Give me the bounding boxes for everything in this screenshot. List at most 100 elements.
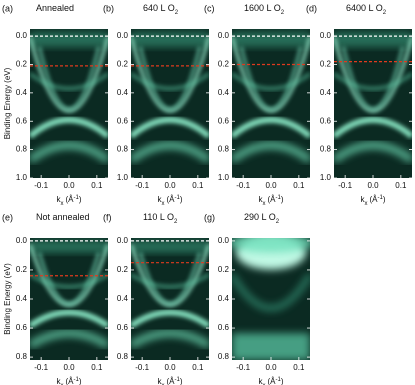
x-axis-label-part: x [60, 201, 63, 207]
band [131, 329, 209, 349]
panel-title-text: 1600 L O [244, 3, 281, 13]
y-tick-label: 0.6 [218, 116, 230, 125]
x-axis-label-part: k [360, 195, 365, 204]
x-axis-label-part: k [258, 377, 263, 385]
x-axis-label-part: (Å [65, 377, 74, 385]
panel-label: (g) [204, 212, 215, 222]
x-tick-label: 0.1 [293, 363, 305, 372]
panel: 0.0 0.2 0.4 0.6 0.8 -0.1 0.0 0.1 kx(Å-1) (g) 290 L… [204, 212, 310, 385]
y-tick-label: 0.8 [16, 352, 28, 361]
bright-region [232, 31, 310, 47]
band [30, 141, 108, 163]
x-axis-label-part: ) [79, 195, 82, 204]
panel-title: Not annealed [36, 212, 90, 222]
bright-region [131, 240, 209, 253]
spectrum-image [131, 238, 209, 360]
panel-title-subscript: 2 [383, 10, 387, 16]
x-axis-label: kx(Å-1) [258, 377, 283, 385]
y-tick-label: 0.6 [16, 116, 28, 125]
panel: 0.0 0.2 0.4 0.6 0.8 1.0 -0.1 0.0 0.1 kx (Å-1) (b) 64… [103, 3, 209, 207]
y-tick-label: 0.8 [218, 352, 230, 361]
panel-label: (e) [2, 212, 13, 222]
x-tick-label: 0.1 [91, 181, 103, 190]
band [131, 309, 209, 329]
panel: 0.0 0.2 0.4 0.6 0.8 1.0 -0.1 0.0 0.1 kx (Å-1) (d) 64… [306, 3, 412, 207]
band [232, 141, 310, 163]
x-axis-label: kx(Å-1) [157, 377, 182, 385]
x-tick-label: -0.1 [34, 181, 48, 190]
y-tick-label: 0.8 [16, 145, 28, 154]
y-tick-label: 0.6 [16, 323, 28, 332]
bright-region [131, 31, 209, 47]
band [131, 243, 209, 307]
y-tick-label: 0.8 [218, 145, 230, 154]
y-tick-label: 0.4 [218, 294, 230, 303]
spectrum-image [131, 29, 209, 178]
spectrum-image [232, 29, 310, 178]
panel-title-text: 110 L O [143, 212, 174, 222]
band [240, 46, 302, 110]
y-tick-label: 0.0 [16, 31, 28, 40]
panel-title: 290 L O2 [244, 212, 280, 224]
y-tick-label: 1.0 [320, 173, 332, 182]
x-tick-label: -0.1 [135, 363, 149, 372]
x-tick-label: 0.1 [91, 363, 103, 372]
y-tick-label: 0.4 [320, 88, 332, 97]
x-tick-label: 0.1 [192, 181, 204, 190]
band [131, 72, 209, 91]
x-tick-label: 0.0 [164, 181, 176, 190]
y-tick-label: 0.2 [16, 60, 28, 69]
x-axis-label-part: (Å [267, 195, 276, 204]
x-axis-label-part: ) [180, 377, 183, 385]
band [38, 46, 100, 110]
spectrum-image [30, 238, 108, 360]
panel-title: 6400 L O2 [346, 3, 387, 15]
band [334, 141, 412, 163]
x-axis-label: kx(Å-1) [360, 195, 385, 207]
bright-region [30, 31, 108, 47]
panel-title-subscript: 2 [276, 219, 280, 225]
x-tick-label: 0.0 [63, 181, 75, 190]
panel: 0.0 0.2 0.4 0.6 0.8 1.0 -0.1 0.0 0.1 kx (Å-1) (c) 16… [204, 3, 310, 207]
y-tick-label: 0.2 [218, 265, 230, 274]
y-tick-label: 0.8 [117, 145, 129, 154]
x-axis-label-part: ) [383, 195, 386, 204]
x-axis-label-part: -1 [73, 195, 79, 201]
bright-region [232, 333, 310, 360]
panel-title: Annealed [36, 3, 74, 13]
band [30, 272, 108, 289]
y-tick-label: 0.4 [117, 294, 129, 303]
band [30, 243, 108, 307]
y-tick-label: 0.6 [320, 116, 332, 125]
y-tick-label: 0.2 [16, 265, 28, 274]
x-axis-label-part: -1 [275, 195, 281, 201]
y-tick-label: 0.0 [218, 31, 230, 40]
band [232, 116, 310, 139]
y-tick-label: 0.6 [117, 323, 129, 332]
x-axis-label-part: (Å [267, 377, 276, 385]
x-axis-label-part: k [258, 195, 263, 204]
y-tick-label: 0.0 [320, 31, 332, 40]
y-tick-label: 0.0 [117, 31, 129, 40]
x-tick-label: -0.1 [338, 181, 352, 190]
spectrum-image [334, 29, 412, 178]
y-axis-label: Binding Energy (eV) [3, 67, 12, 139]
band [30, 116, 108, 139]
panel: 0.0 0.2 0.4 0.6 0.8 -0.1 0.0 0.1 kx(Å-1) (f) 110 L… [103, 212, 209, 385]
panel-label: (a) [2, 3, 13, 13]
x-axis-label-part: x [161, 383, 164, 385]
y-tick-label: 0.8 [320, 145, 332, 154]
band [232, 36, 310, 113]
band [334, 116, 412, 139]
x-tick-label: 0.0 [367, 181, 379, 190]
panel-title-subscript: 2 [174, 219, 178, 225]
y-axis-label: Binding Energy (eV) [3, 263, 12, 335]
x-tick-label: 0.1 [192, 363, 204, 372]
y-tick-label: 0.6 [117, 116, 129, 125]
x-tick-label: -0.1 [34, 363, 48, 372]
x-axis-label-part: ) [180, 195, 183, 204]
x-axis-label-part: k [56, 377, 61, 385]
x-axis-label-part: k [56, 195, 61, 204]
panel-title-subscript: 2 [281, 10, 285, 16]
x-axis-label-part: x [60, 383, 63, 385]
